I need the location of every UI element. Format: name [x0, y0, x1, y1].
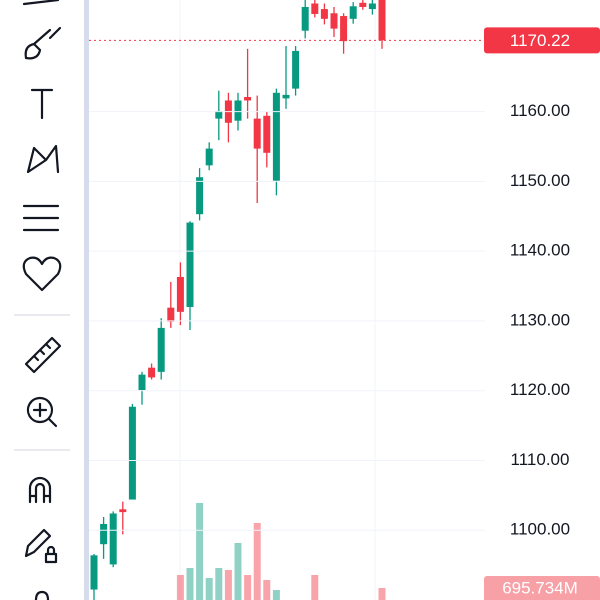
volume-bar — [224, 570, 232, 600]
volume-bar — [311, 575, 319, 600]
candle-body — [272, 92, 280, 181]
tool-favorite[interactable] — [22, 256, 62, 292]
tool-lines[interactable] — [22, 0, 60, 6]
candle-body — [311, 3, 319, 14]
last-price-label: 1170.22 — [510, 31, 570, 50]
volume-bar — [263, 580, 271, 600]
last-price-tag — [484, 27, 600, 54]
y-tick-label: 1160.00 — [510, 101, 570, 120]
volume-label: 695.734M — [502, 578, 578, 597]
y-tick-label: 1100.00 — [510, 520, 570, 539]
volume-bar — [234, 543, 242, 600]
candle-body — [167, 307, 175, 322]
candle-body — [234, 100, 242, 121]
volume-bar — [196, 503, 204, 600]
candle-body — [119, 509, 127, 513]
volume-bar — [186, 568, 194, 600]
tool-pattern[interactable] — [26, 144, 60, 174]
candle-body — [263, 115, 271, 153]
candle-body — [157, 327, 165, 372]
volume-bar — [176, 575, 184, 600]
y-tick-label: 1120.00 — [510, 380, 570, 399]
candle-body — [320, 9, 328, 19]
candle-body — [330, 13, 338, 29]
candle-body — [301, 6, 309, 31]
toolbar — [14, 0, 70, 600]
candle-body — [138, 374, 146, 390]
candle-body — [292, 50, 300, 89]
y-tick-label: 1140.00 — [510, 241, 570, 260]
y-tick-label: 1110.00 — [511, 450, 570, 469]
candle-body — [368, 3, 376, 10]
candle-body — [128, 406, 136, 500]
tool-more[interactable] — [34, 590, 50, 600]
candle-body — [100, 523, 108, 545]
tool-lock-drawing[interactable] — [24, 528, 58, 564]
volume-bar — [244, 575, 252, 600]
tool-brush[interactable] — [24, 26, 62, 60]
volume-bar — [215, 568, 223, 600]
y-tick-label: 1150.00 — [510, 171, 570, 190]
candle-body — [109, 513, 117, 565]
tool-zoom[interactable] — [26, 396, 58, 428]
candle-body — [196, 177, 204, 215]
candle-body — [215, 110, 223, 119]
volume-bar — [378, 588, 386, 600]
candle-body — [349, 6, 357, 19]
panel-divider — [84, 0, 89, 600]
volume-tag — [484, 576, 600, 600]
plot — [90, 0, 386, 600]
candle-body — [186, 222, 194, 307]
candle-body — [359, 2, 367, 7]
candle-body — [282, 94, 290, 99]
candle-body — [340, 16, 348, 42]
candle-body — [90, 555, 98, 590]
volume-bar — [205, 578, 213, 600]
candle-body — [244, 96, 252, 101]
candle-body — [253, 118, 261, 149]
volume-bar — [272, 590, 280, 600]
tool-text[interactable] — [30, 88, 54, 120]
tool-fib[interactable] — [22, 204, 60, 232]
volume-bar — [253, 523, 261, 600]
candle-body — [205, 148, 213, 166]
candle-body — [378, 0, 386, 41]
candle-body — [148, 367, 156, 378]
tool-ruler[interactable] — [24, 336, 62, 374]
candle-body — [176, 276, 184, 312]
tool-magnet[interactable] — [28, 476, 52, 504]
y-tick-label: 1130.00 — [510, 310, 570, 329]
